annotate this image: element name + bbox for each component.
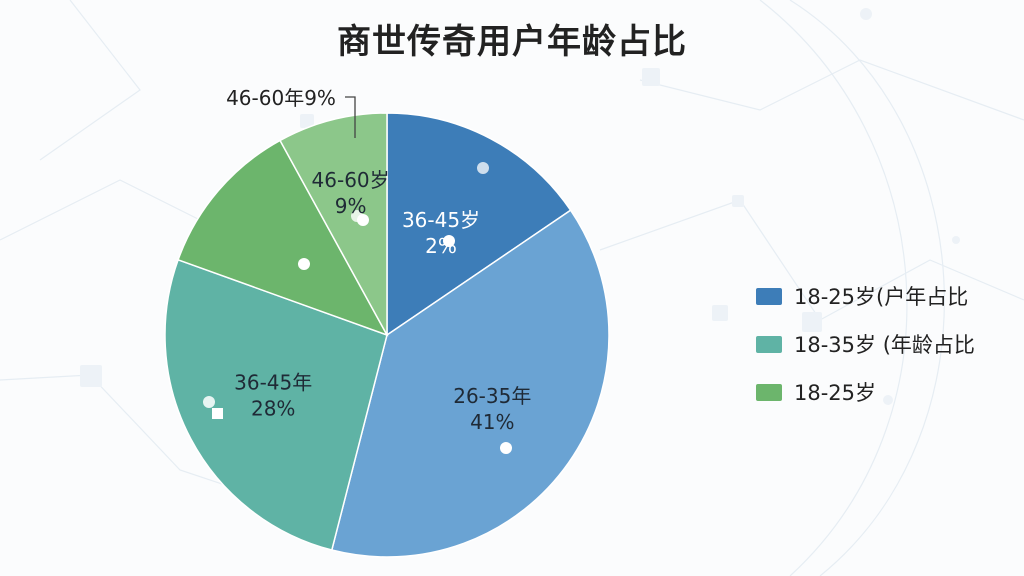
- callout-label: 46-60年9%: [226, 86, 336, 110]
- legend-item: 18-35岁 (年龄占比: [756, 331, 975, 357]
- legend-label: 18-25岁: [794, 381, 877, 405]
- slice-label: 26-35年: [453, 384, 531, 408]
- legend-item: 18-25岁: [756, 379, 975, 405]
- chart-title: 商世传奇用户年龄占比: [337, 22, 687, 62]
- legend-swatch: [756, 287, 782, 305]
- slice-label: 36-45岁: [402, 208, 480, 232]
- slice-value-label: 28%: [251, 396, 295, 420]
- legend-item: 18-25岁(户年占比: [756, 283, 975, 309]
- legend-swatch: [756, 383, 782, 401]
- slice-value-label: 2%: [425, 234, 457, 258]
- legend-swatch: [756, 335, 782, 353]
- pie-slice: [279, 112, 388, 336]
- pie-slice: [330, 209, 610, 558]
- slice-value-label: 41%: [470, 410, 514, 434]
- slice-value-label: 9%: [335, 194, 367, 218]
- pie-slice: [164, 258, 388, 551]
- legend-label: 18-35岁 (年龄占比: [794, 333, 975, 357]
- pie-slice: [177, 139, 389, 337]
- legend-label: 18-25岁(户年占比: [794, 285, 969, 309]
- slice-label: 36-45年: [234, 370, 312, 394]
- pie-slice: [386, 112, 572, 337]
- legend: 18-25岁(户年占比 18-35岁 (年龄占比 18-25岁: [756, 283, 975, 427]
- slice-label: 46-60岁: [312, 168, 390, 192]
